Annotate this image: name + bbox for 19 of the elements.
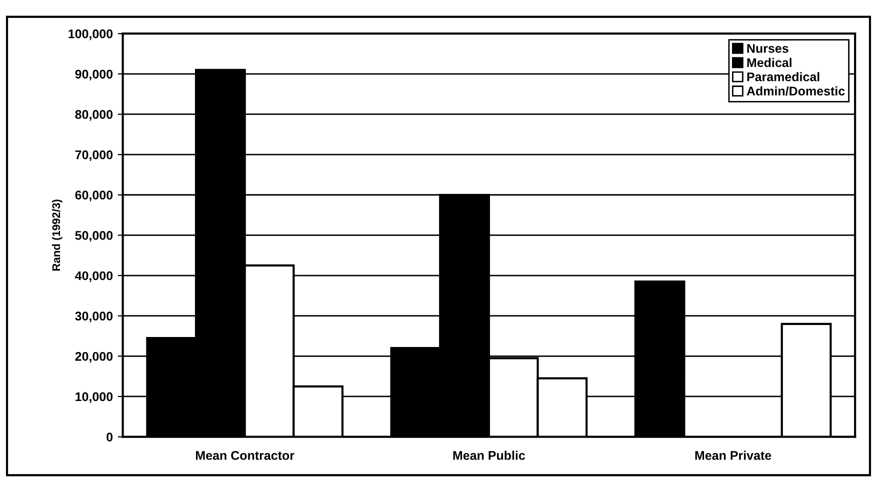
y-tick-label: 20,000 bbox=[75, 352, 113, 363]
y-tick-label: 10,000 bbox=[76, 392, 113, 403]
y-tick-label: 40,000 bbox=[75, 271, 113, 282]
y-tick-label: 60,000 bbox=[75, 190, 113, 202]
legend-label: Medical bbox=[747, 58, 792, 68]
y-tick-label: 30,000 bbox=[75, 312, 113, 322]
x-tick-label: Mean Public bbox=[453, 450, 526, 460]
y-tick-label: 90,000 bbox=[75, 70, 113, 80]
y-tick-label: 0 bbox=[106, 432, 113, 442]
y-axis-title: Rand (1992/3) bbox=[52, 200, 62, 271]
y-tick-label: 50,000 bbox=[75, 231, 113, 242]
legend-label: Paramedical bbox=[747, 72, 820, 82]
y-tick-label: 70,000 bbox=[75, 150, 113, 162]
y-tick-label: 100,000 bbox=[68, 29, 113, 40]
x-tick-label: Mean Contractor bbox=[196, 451, 294, 460]
y-tick-label: 80,000 bbox=[75, 110, 113, 121]
legend-label: Nurses bbox=[747, 44, 788, 53]
legend-label: Admin/Domestic bbox=[746, 86, 845, 96]
x-tick-label: Mean Private bbox=[695, 450, 772, 460]
